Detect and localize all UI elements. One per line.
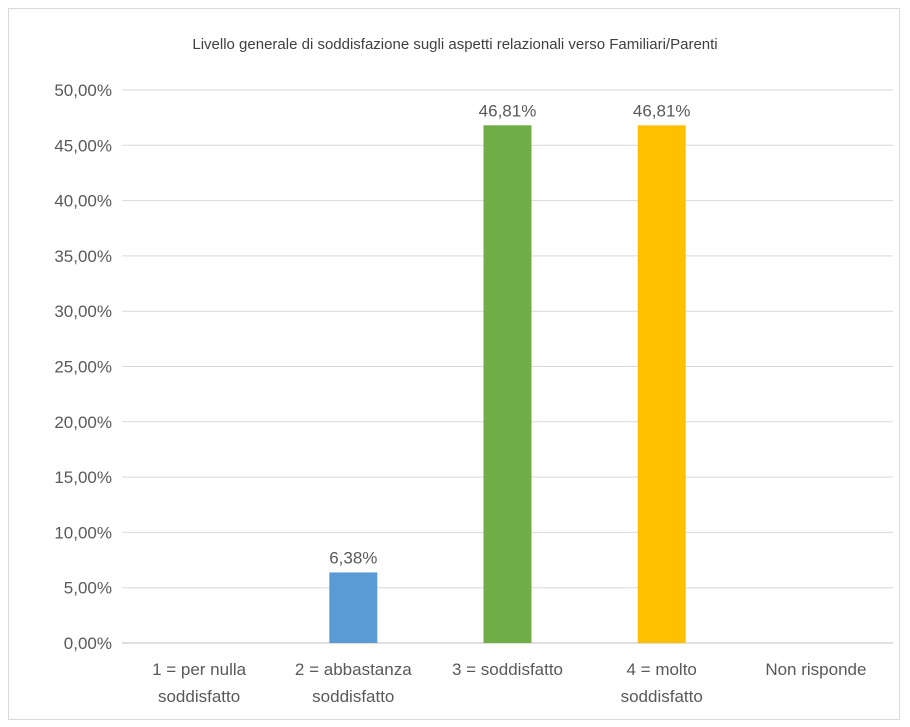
y-tick-label: 0,00% [64,634,112,653]
chart-title: Livello generale di soddisfazione sugli … [192,36,718,53]
bar [329,572,378,643]
x-tick-label: soddisfatto [312,687,394,706]
x-tick-label: 2 = abbastanza [295,660,412,679]
x-tick-label: 3 = soddisfatto [452,660,563,679]
y-tick-label: 10,00% [54,523,112,542]
y-tick-label: 50,00% [54,81,112,100]
data-label: 46,81% [633,101,691,120]
data-label: 6,38% [329,548,377,567]
y-tick-label: 5,00% [64,579,112,598]
y-tick-label: 25,00% [54,358,112,377]
y-tick-label: 40,00% [54,192,112,211]
x-tick-label: Non risponde [765,660,866,679]
bar [483,125,532,644]
y-tick-label: 35,00% [54,247,112,266]
y-tick-label: 30,00% [54,302,112,321]
bar [637,125,686,644]
x-tick-label: soddisfatto [621,687,703,706]
y-tick-label: 45,00% [54,136,112,155]
chart-frame [8,8,900,720]
data-label: 46,81% [479,101,537,120]
y-tick-label: 20,00% [54,413,112,432]
y-tick-label: 15,00% [54,468,112,487]
x-tick-label: 4 = molto [626,660,696,679]
x-tick-label: 1 = per nulla [152,660,247,679]
x-tick-label: soddisfatto [158,687,240,706]
